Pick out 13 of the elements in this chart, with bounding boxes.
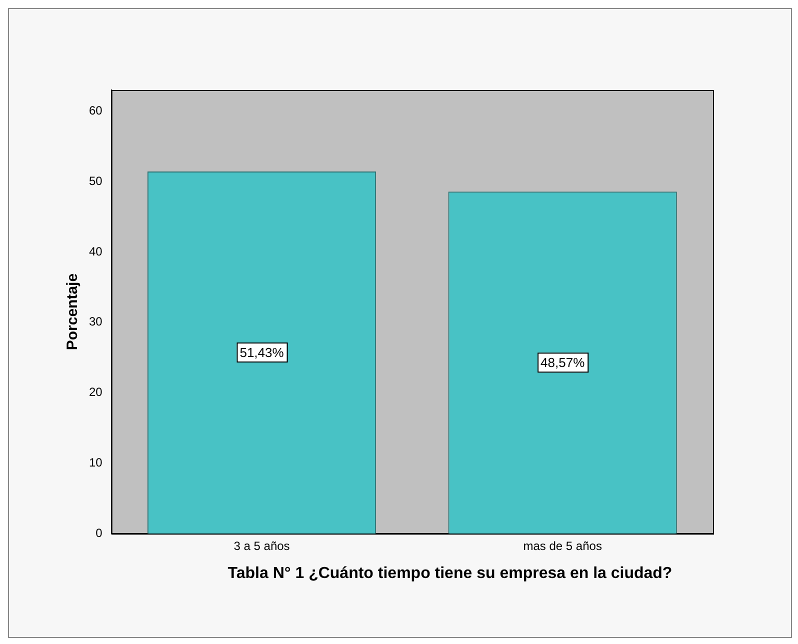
y-tick-label: 50 xyxy=(88,174,103,188)
data-label: 48,57% xyxy=(540,355,586,370)
y-tick-label: 40 xyxy=(88,244,103,258)
y-tick-label: 30 xyxy=(88,314,103,329)
y-tick-label: 60 xyxy=(88,103,103,118)
x-tick-label: mas de 5 años xyxy=(523,539,602,554)
y-tick-label: 20 xyxy=(88,385,103,400)
data-label: 51,43% xyxy=(240,345,284,360)
y-tick-label: 0 xyxy=(96,526,103,540)
x-axis-title: Tabla N° 1 ¿Cuánto tiempo tiene su empresa en la ciudad? xyxy=(226,565,674,582)
x-tick-label: 3 a 5 años xyxy=(234,539,290,554)
y-tick-label: 10 xyxy=(88,456,103,470)
y-axis-title: Porcentaje xyxy=(64,273,82,350)
